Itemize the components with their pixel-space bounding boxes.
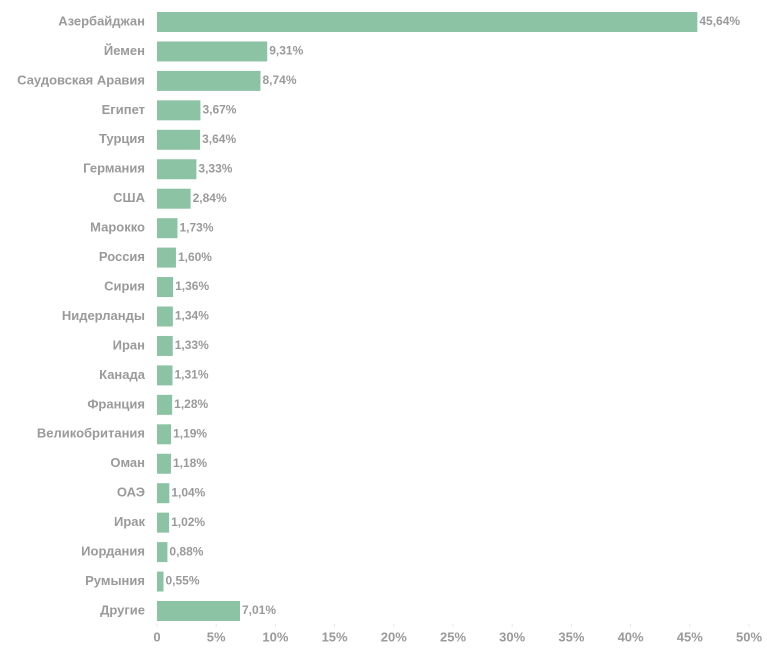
x-tick-label: 20% (381, 629, 407, 644)
value-label: 1,31% (175, 368, 209, 382)
category-label: Иордания (81, 544, 145, 559)
x-tick-label: 50% (736, 629, 762, 644)
value-label: 1,28% (174, 397, 208, 411)
value-label: 3,64% (202, 132, 236, 146)
x-tick-label: 30% (499, 629, 525, 644)
value-label: 1,73% (179, 220, 213, 234)
bar (157, 365, 173, 386)
x-tick-label: 25% (440, 629, 466, 644)
bar (157, 129, 201, 150)
value-label: 1,33% (175, 338, 209, 352)
bar (157, 306, 173, 327)
value-label: 1,36% (175, 279, 209, 293)
category-label: ОАЭ (117, 485, 145, 500)
x-tick-label: 5% (207, 629, 226, 644)
category-label: Оман (110, 455, 145, 470)
value-label: 1,04% (171, 485, 205, 499)
bar (157, 571, 164, 592)
category-label: Великобритания (37, 426, 145, 441)
bar (157, 394, 173, 415)
bar (157, 424, 172, 445)
category-label: США (113, 190, 145, 205)
bar (157, 100, 201, 121)
x-tick-label: 0 (153, 629, 160, 644)
value-label: 2,84% (193, 191, 227, 205)
value-label: 45,64% (699, 14, 740, 28)
value-label: 8,74% (262, 73, 296, 87)
value-label: 0,55% (166, 574, 200, 588)
category-label: Франция (87, 396, 145, 411)
x-tick-label: 10% (262, 629, 288, 644)
value-label: 7,01% (242, 603, 276, 617)
category-label: Турция (99, 131, 145, 146)
bar (157, 601, 240, 621)
category-label: Ирак (114, 514, 146, 529)
value-label: 9,31% (269, 44, 303, 58)
bar (157, 277, 174, 298)
x-tick-label: 45% (677, 629, 703, 644)
category-label: Нидерланды (62, 308, 145, 323)
bar (157, 70, 261, 91)
category-label: Канада (99, 367, 146, 382)
bar (157, 218, 178, 239)
value-label: 1,18% (173, 456, 207, 470)
bar (157, 247, 176, 268)
value-label: 1,02% (171, 515, 205, 529)
value-label: 3,67% (202, 103, 236, 117)
category-label: Египет (102, 102, 145, 117)
x-tick-label: 40% (618, 629, 644, 644)
category-label: Азербайджан (58, 13, 145, 28)
category-label: Иран (113, 337, 145, 352)
bar (157, 159, 197, 180)
bar (157, 453, 171, 474)
bar (157, 335, 173, 356)
value-label: 0,88% (169, 544, 203, 558)
bar (157, 41, 268, 62)
value-label: 1,60% (178, 250, 212, 264)
value-label: 1,19% (173, 426, 207, 440)
category-label: Другие (100, 602, 145, 617)
bar (157, 188, 191, 209)
x-tick-label: 15% (322, 629, 348, 644)
category-label: Россия (99, 249, 145, 264)
bar (157, 12, 698, 32)
category-label: Марокко (90, 220, 145, 235)
value-label: 1,34% (175, 309, 209, 323)
category-label: Румыния (85, 573, 145, 588)
x-tick-label: 35% (558, 629, 584, 644)
bar (157, 483, 170, 504)
category-label: Йемен (104, 43, 145, 58)
category-label: Саудовская Аравия (17, 72, 145, 87)
value-label: 3,33% (198, 161, 232, 175)
bar (157, 542, 168, 563)
category-label: Германия (83, 161, 145, 176)
category-label: Сирия (104, 278, 145, 293)
bar (157, 512, 170, 533)
